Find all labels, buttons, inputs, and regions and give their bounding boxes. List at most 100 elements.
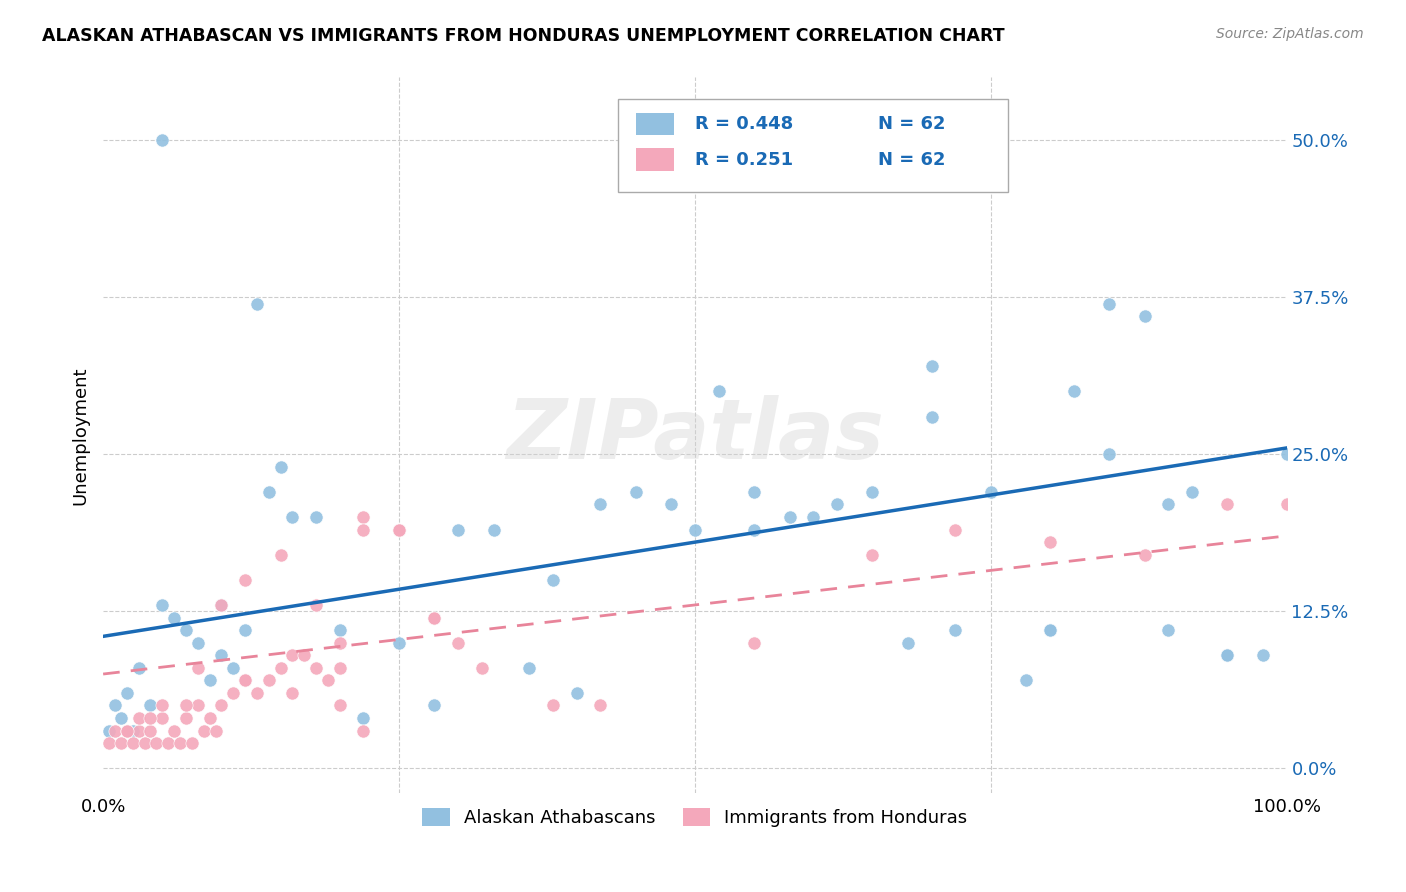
Point — [222, 661, 245, 675]
Point — [163, 610, 186, 624]
Point — [211, 598, 233, 612]
Point — [659, 498, 682, 512]
Point — [565, 686, 588, 700]
Bar — [636, 148, 673, 171]
Point — [169, 736, 191, 750]
Point — [353, 723, 375, 738]
Point — [742, 484, 765, 499]
Point — [742, 523, 765, 537]
Point — [139, 723, 162, 738]
Y-axis label: Unemployment: Unemployment — [72, 366, 89, 505]
Point — [270, 459, 292, 474]
Point — [388, 523, 411, 537]
Point — [233, 623, 256, 637]
Point — [423, 698, 446, 713]
Point — [246, 686, 269, 700]
Point — [180, 736, 202, 750]
Point — [134, 736, 156, 750]
Point — [163, 723, 186, 738]
Text: R = 0.251: R = 0.251 — [695, 151, 793, 169]
Point — [860, 548, 883, 562]
Point — [110, 736, 132, 750]
Point — [211, 698, 233, 713]
Point — [174, 711, 197, 725]
Point — [1039, 623, 1062, 637]
Point — [305, 661, 328, 675]
Point — [198, 673, 221, 688]
Point — [1133, 548, 1156, 562]
Point — [1157, 623, 1180, 637]
Point — [104, 698, 127, 713]
Point — [115, 686, 138, 700]
Point — [683, 523, 706, 537]
Point — [121, 736, 143, 750]
Text: Source: ZipAtlas.com: Source: ZipAtlas.com — [1216, 27, 1364, 41]
Point — [742, 635, 765, 649]
Text: ZIPatlas: ZIPatlas — [506, 395, 884, 476]
Point — [246, 296, 269, 310]
Point — [541, 698, 564, 713]
Point — [1098, 296, 1121, 310]
Point — [157, 736, 180, 750]
Point — [233, 673, 256, 688]
Point — [388, 523, 411, 537]
Point — [353, 523, 375, 537]
Point — [316, 673, 339, 688]
Point — [193, 723, 215, 738]
Point — [174, 698, 197, 713]
Point — [257, 673, 280, 688]
Point — [329, 623, 352, 637]
Point — [1039, 535, 1062, 549]
Point — [233, 573, 256, 587]
Point — [447, 635, 470, 649]
Point — [589, 498, 612, 512]
Point — [471, 661, 494, 675]
Point — [145, 736, 167, 750]
Point — [222, 686, 245, 700]
Point — [211, 598, 233, 612]
Point — [281, 686, 304, 700]
Point — [139, 698, 162, 713]
Point — [187, 698, 209, 713]
Point — [801, 510, 824, 524]
Text: ALASKAN ATHABASCAN VS IMMIGRANTS FROM HONDURAS UNEMPLOYMENT CORRELATION CHART: ALASKAN ATHABASCAN VS IMMIGRANTS FROM HO… — [42, 27, 1005, 45]
Point — [388, 635, 411, 649]
Text: R = 0.448: R = 0.448 — [695, 115, 793, 133]
Point — [921, 409, 943, 424]
Point — [447, 523, 470, 537]
Point — [174, 623, 197, 637]
Point — [150, 711, 173, 725]
Point — [1216, 648, 1239, 663]
Point — [1063, 384, 1085, 399]
Point — [624, 484, 647, 499]
Point — [281, 648, 304, 663]
Point — [211, 648, 233, 663]
Point — [943, 523, 966, 537]
Point — [150, 598, 173, 612]
Point — [943, 623, 966, 637]
Text: N = 62: N = 62 — [879, 151, 946, 169]
Point — [779, 510, 801, 524]
Point — [1251, 648, 1274, 663]
Point — [150, 698, 173, 713]
Point — [150, 133, 173, 147]
Point — [187, 635, 209, 649]
Point — [329, 698, 352, 713]
Point — [921, 359, 943, 374]
Point — [423, 610, 446, 624]
Point — [1216, 648, 1239, 663]
Point — [128, 723, 150, 738]
Point — [305, 598, 328, 612]
Point — [1216, 498, 1239, 512]
Point — [517, 661, 540, 675]
Point — [980, 484, 1002, 499]
Point — [541, 573, 564, 587]
Point — [801, 133, 824, 147]
Point — [707, 384, 730, 399]
Point — [198, 711, 221, 725]
Point — [98, 736, 121, 750]
Point — [1098, 447, 1121, 461]
Point — [897, 635, 920, 649]
Point — [104, 723, 127, 738]
Point — [305, 510, 328, 524]
